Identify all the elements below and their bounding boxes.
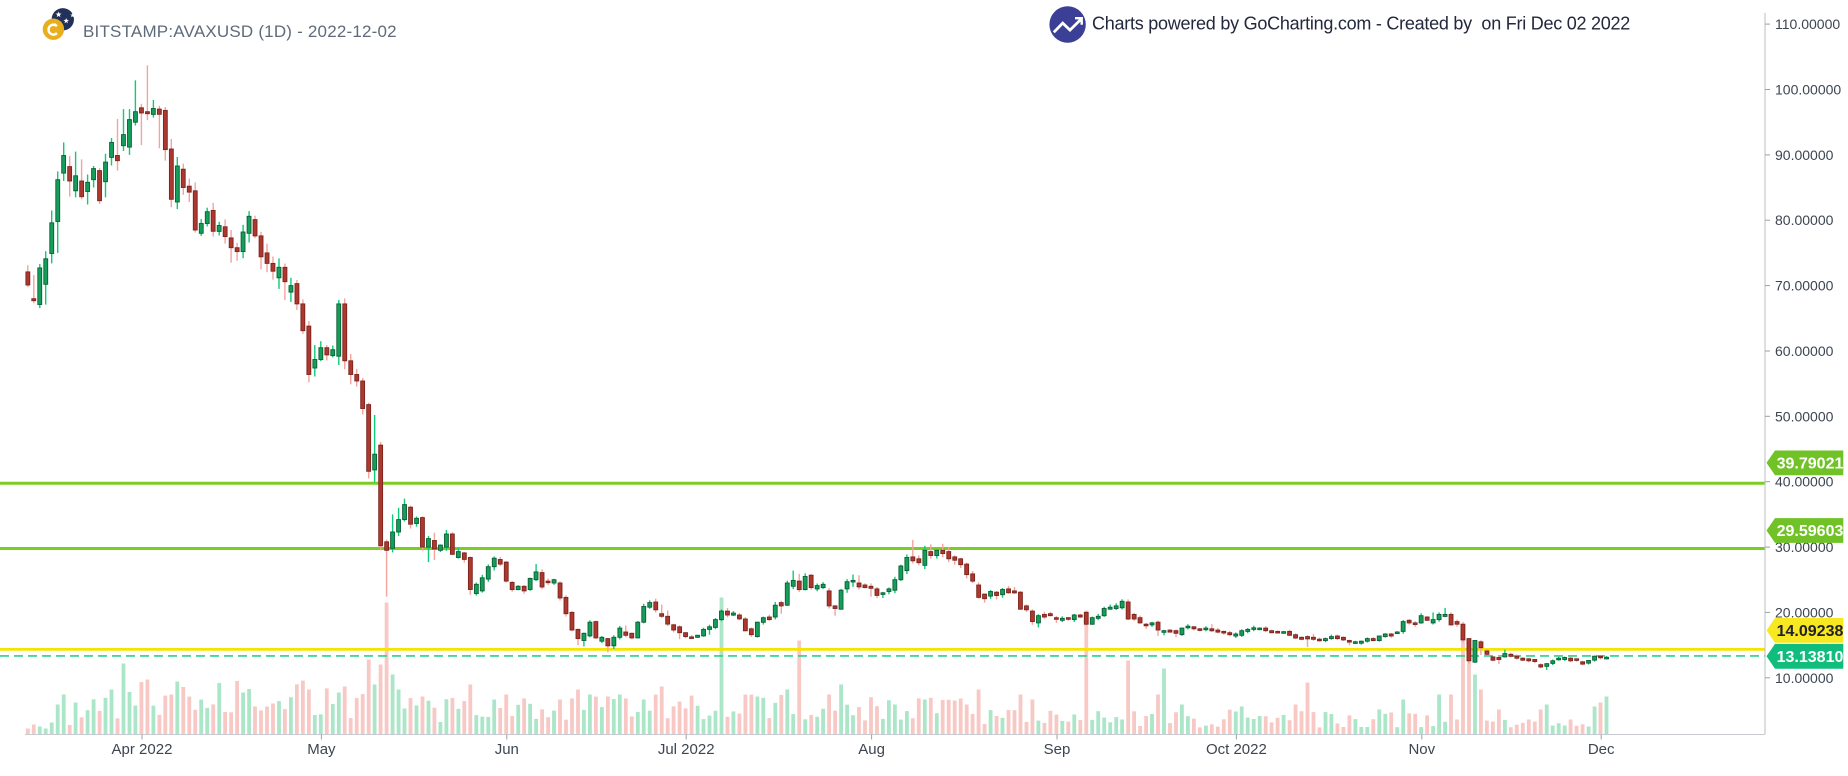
svg-text:Sep: Sep [1044,741,1071,758]
svg-text:10.00000: 10.00000 [1775,670,1834,686]
svg-text:70.00000: 70.00000 [1775,278,1834,294]
svg-text:110.00000: 110.00000 [1775,16,1840,32]
svg-text:14.09238: 14.09238 [1777,623,1844,640]
svg-text:May: May [307,741,336,758]
svg-text:Dec: Dec [1588,741,1615,758]
svg-text:90.00000: 90.00000 [1775,147,1834,163]
svg-text:50.00000: 50.00000 [1775,408,1834,424]
svg-text:40.00000: 40.00000 [1775,474,1834,490]
svg-text:Aug: Aug [858,741,885,758]
svg-text:BITSTAMP:AVAXUSD (1D) - 2022-1: BITSTAMP:AVAXUSD (1D) - 2022-12-02 [83,22,397,41]
svg-text:Nov: Nov [1408,741,1435,758]
svg-text:Jul 2022: Jul 2022 [658,741,715,758]
svg-text:100.00000: 100.00000 [1775,82,1841,98]
svg-text:Oct 2022: Oct 2022 [1206,741,1267,758]
svg-text:80.00000: 80.00000 [1775,212,1834,228]
svg-text:Apr 2022: Apr 2022 [112,741,173,758]
svg-text:Jun: Jun [495,741,519,758]
svg-text:39.79021: 39.79021 [1777,456,1844,473]
svg-text:13.13810: 13.13810 [1777,649,1844,666]
svg-text:60.00000: 60.00000 [1775,343,1834,359]
svg-text:29.59603: 29.59603 [1777,523,1844,540]
svg-text:Charts powered by GoCharting.c: Charts powered by GoCharting.com - Creat… [1092,14,1630,34]
